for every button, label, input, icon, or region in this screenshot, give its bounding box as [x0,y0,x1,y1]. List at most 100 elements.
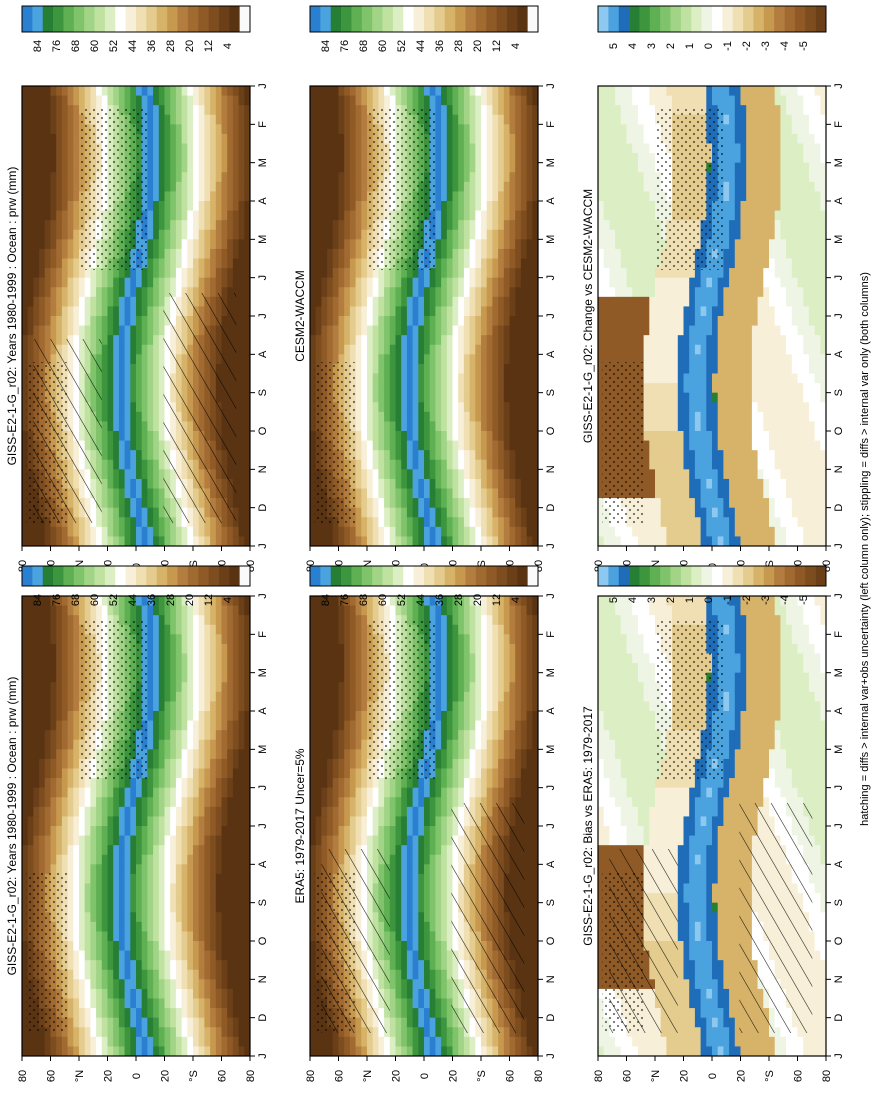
heatmap-cell [486,153,493,164]
heatmap-cell [632,95,639,106]
heatmap-cell [355,181,362,192]
heatmap-cell [700,450,707,461]
heatmap-cell [79,526,86,537]
heatmap-cell [153,526,160,537]
heatmap-cell [124,373,131,384]
heatmap-cell [44,201,51,211]
heatmap-cell [67,277,74,288]
heatmap-cell [310,306,317,317]
colorbar-swatch [84,6,95,32]
colorbar-swatch [517,6,528,32]
heatmap-cell [349,287,356,298]
heatmap-cell [238,210,245,221]
heatmap-cell [327,220,334,231]
colorbar-swatch [403,6,414,32]
heatmap-cell [153,248,160,259]
heatmap-cell [452,507,459,518]
heatmap-cell [509,363,516,374]
heatmap-cell [603,105,610,116]
heatmap-cell [310,248,317,259]
heatmap-cell [509,459,516,470]
heatmap-cell [515,229,522,240]
heatmap-cell [170,239,177,250]
heatmap-cell [458,105,465,116]
heatmap-cell [355,373,362,384]
heatmap-cell [683,421,690,432]
heatmap-cell [315,162,322,173]
heatmap-cell [124,383,131,394]
heatmap-cell [193,181,200,192]
heatmap-cell [315,277,322,288]
heatmap-cell [315,258,322,269]
heatmap-cell [452,220,459,231]
heatmap-cell [210,201,217,211]
heatmap-cell [452,258,459,269]
heatmap-cell [198,124,205,135]
heatmap-cell [509,143,516,154]
heatmap-cell [164,95,171,106]
heatmap-cell [435,354,442,365]
heatmap-cell [515,335,522,346]
heatmap-cell [321,335,328,346]
heatmap-cell [603,306,610,317]
heatmap-cell [384,325,391,336]
heatmap-cell [395,344,402,355]
heatmap-cell [27,201,34,211]
heatmap-cell [424,440,431,451]
heatmap-cell [492,162,499,173]
heatmap-cell [649,344,656,355]
heatmap-cell [429,469,436,480]
heatmap-cell [503,354,510,365]
heatmap-cell [672,536,679,547]
heatmap-cell [355,268,362,279]
heatmap-cell [498,162,505,173]
heatmap-cell [609,296,616,307]
colorbar-swatch [32,6,44,32]
heatmap-cell [33,191,40,202]
heatmap-cell [56,124,63,135]
heatmap-cell [660,478,667,489]
heatmap-cell [446,469,453,480]
heatmap-cell [660,411,667,422]
heatmap-cell [406,411,413,422]
heatmap-cell [498,431,505,441]
heatmap-cell [27,287,34,298]
heatmap-cell [643,373,650,384]
heatmap-cell [355,239,362,250]
heatmap-cell [56,210,63,221]
heatmap-cell [355,133,362,144]
heatmap-cell [649,239,656,250]
heatmap-cell [683,450,690,461]
colorbar-swatch [218,6,230,32]
heatmap-cell [615,325,622,336]
heatmap-cell [27,181,34,192]
heatmap-cell [492,258,499,269]
heatmap-cell [446,287,453,298]
heatmap-cell [244,153,251,164]
heatmap-cell [441,95,448,106]
heatmap-cell [637,86,644,96]
heatmap-cell [321,95,328,106]
heatmap-cell [598,172,605,183]
heatmap-cell [367,325,374,336]
heatmap-cell [463,431,470,441]
heatmap-cell [463,536,470,547]
heatmap-cell [429,277,436,288]
heatmap-cell [475,536,482,547]
heatmap-cell [486,478,493,489]
heatmap-cell [515,296,522,307]
heatmap-cell [526,229,533,240]
heatmap-cell [683,507,690,518]
heatmap-cell [481,124,488,135]
heatmap-cell [310,373,317,384]
heatmap-cell [689,440,696,451]
heatmap-cell [463,440,470,451]
heatmap-cell [101,354,108,365]
heatmap-cell [526,316,533,326]
heatmap-cell [90,287,97,298]
heatmap-cell [503,488,510,499]
heatmap-cell [136,536,143,547]
heatmap-cell [520,133,527,144]
heatmap-cell [406,517,413,528]
heatmap-cell [406,478,413,489]
